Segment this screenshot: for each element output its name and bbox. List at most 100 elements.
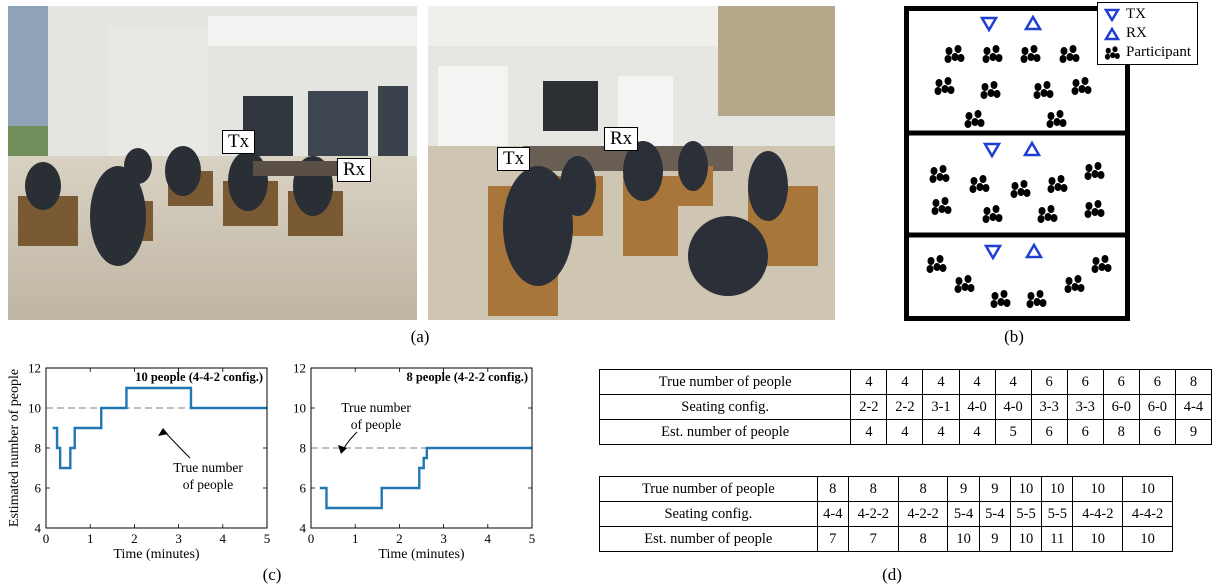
table-cell: 10	[1072, 476, 1124, 502]
y-tick-label: 8	[300, 441, 307, 456]
table-cell: 3-3	[1066, 394, 1104, 420]
photo-right-scene	[428, 6, 835, 320]
table-cell: 10	[1122, 476, 1173, 502]
table-cell: 5-5	[1041, 501, 1074, 527]
x-tick-label: 2	[131, 531, 138, 546]
tx-label-right: Tx	[497, 147, 531, 171]
x-tick-label: 2	[396, 531, 403, 546]
caption-d: (d)	[882, 565, 902, 584]
table-cell: 5-4	[978, 501, 1011, 527]
x-tick-label: 4	[220, 531, 227, 546]
photo-right	[428, 6, 835, 320]
x-tick-label: 1	[87, 531, 94, 546]
table-row: True number of people 4 4 4 4 4 6 6 6 6 8	[598, 369, 1213, 395]
table-cell: 4	[886, 369, 924, 395]
table-cell: 6	[1138, 419, 1176, 445]
x-tick-label: 0	[308, 531, 315, 546]
x-tick-label: 0	[43, 531, 50, 546]
legend-rx: RX	[1104, 24, 1191, 43]
x-tick-label: 4	[485, 531, 492, 546]
table-cell: 10	[1072, 526, 1124, 552]
table-cell: 4-2-2	[897, 501, 949, 527]
table-cell: 7	[816, 526, 849, 552]
table-cell: 6	[1030, 419, 1068, 445]
estimate-series-line	[319, 446, 532, 510]
x-tick-label: 1	[352, 531, 359, 546]
table-cell: 8	[816, 476, 849, 502]
chart-title: 10 people (4-4-2 config.)	[135, 370, 263, 384]
participant-icon	[1104, 45, 1120, 60]
table-row: True number of people 8 8 8 9 9 10 10 10 10	[599, 476, 1173, 502]
table-cell: 4	[922, 419, 960, 445]
results-table-2: True number of people 8 8 8 9 9 10 10 10 10 Seatin…	[599, 476, 1173, 552]
table-cell: 10	[1122, 526, 1173, 552]
rx-label-left: Rx	[337, 158, 372, 182]
table-cell: 6-0	[1102, 394, 1140, 420]
table-cell: 6	[1066, 419, 1104, 445]
legend-rx-label: RX	[1126, 25, 1147, 41]
y-tick-label: 8	[35, 441, 42, 456]
table-cell: 10	[947, 526, 980, 552]
estimate-series-line	[52, 386, 267, 470]
table-row: Seating config. 4-4 4-2-2 4-2-2 5-4 5-4 5-5 5-5…	[599, 501, 1173, 527]
x-tick-label: 3	[440, 531, 447, 546]
annotation-arrow	[342, 431, 358, 451]
legend-tx: TX	[1104, 5, 1191, 24]
caption-c: (c)	[262, 565, 282, 584]
table-cell: 8	[897, 526, 949, 552]
plot-frame	[310, 367, 533, 529]
y-tick-label: 12	[293, 361, 306, 376]
table-cell: 4-4	[816, 501, 849, 527]
table-cell: 8	[1102, 419, 1140, 445]
y-tick-label: 12	[28, 361, 41, 376]
table-cell: 4	[886, 419, 924, 445]
table-cell: 9	[978, 526, 1011, 552]
y-tick-label: 4	[35, 521, 42, 536]
row-header: Est. number of people	[598, 419, 852, 445]
table-cell: 9	[1174, 419, 1213, 445]
table-cell: 10	[1041, 476, 1074, 502]
caption-a: (a)	[410, 327, 430, 346]
table-cell: 6	[1102, 369, 1140, 395]
y-axis-label: Estimated number of people	[7, 369, 22, 527]
table-cell: 8	[897, 476, 949, 502]
table-cell: 6-0	[1138, 394, 1176, 420]
x-axis-label: Time (minutes)	[113, 547, 200, 562]
table-cell: 8	[847, 476, 899, 502]
photo-left	[8, 6, 417, 320]
row-header: Est. number of people	[599, 526, 818, 552]
table-cell: 4	[958, 419, 996, 445]
table-cell: 7	[847, 526, 899, 552]
y-tick-label: 10	[28, 401, 41, 416]
annotation: True number of people	[338, 400, 411, 454]
table-cell: 9	[947, 476, 980, 502]
legend: TX RX Participant	[1097, 2, 1198, 65]
legend-tx-label: TX	[1126, 6, 1146, 22]
annotation-line-1: True number	[173, 460, 243, 475]
row-header: Seating config.	[599, 501, 818, 527]
results-table-1: True number of people 4 4 4 4 4 6 6 6 6 8 Seating c…	[598, 369, 1213, 445]
x-tick-label: 5	[529, 531, 536, 546]
table-cell: 4-0	[958, 394, 996, 420]
y-tick-label: 6	[300, 481, 307, 496]
table-cell: 4-0	[994, 394, 1032, 420]
table-cell: 4-4-2	[1122, 501, 1173, 527]
table-cell: 10	[1009, 526, 1043, 552]
table-row: Est. number of people 4 4 4 4 5 6 6 8 6 9	[598, 419, 1213, 445]
rx-label-right: Rx	[604, 127, 639, 151]
table-cell: 6	[1066, 369, 1104, 395]
x-tick-label: 5	[264, 531, 271, 546]
row-header: True number of people	[598, 369, 852, 395]
table-cell: 5-5	[1009, 501, 1043, 527]
caption-b: (b)	[1004, 327, 1024, 346]
table-cell: 6	[1030, 369, 1068, 395]
annotation-arrowhead	[338, 445, 347, 454]
annotation-line-2: of people	[183, 477, 234, 492]
legend-participant: Participant	[1104, 43, 1191, 62]
table-cell: 4	[850, 419, 888, 445]
table-cell: 2-2	[886, 394, 924, 420]
table-row: Seating config. 2-2 2-2 3-1 4-0 4-0 3-3 3-3 6-0 6…	[598, 394, 1213, 420]
annotation-line-2: of people	[351, 417, 402, 432]
